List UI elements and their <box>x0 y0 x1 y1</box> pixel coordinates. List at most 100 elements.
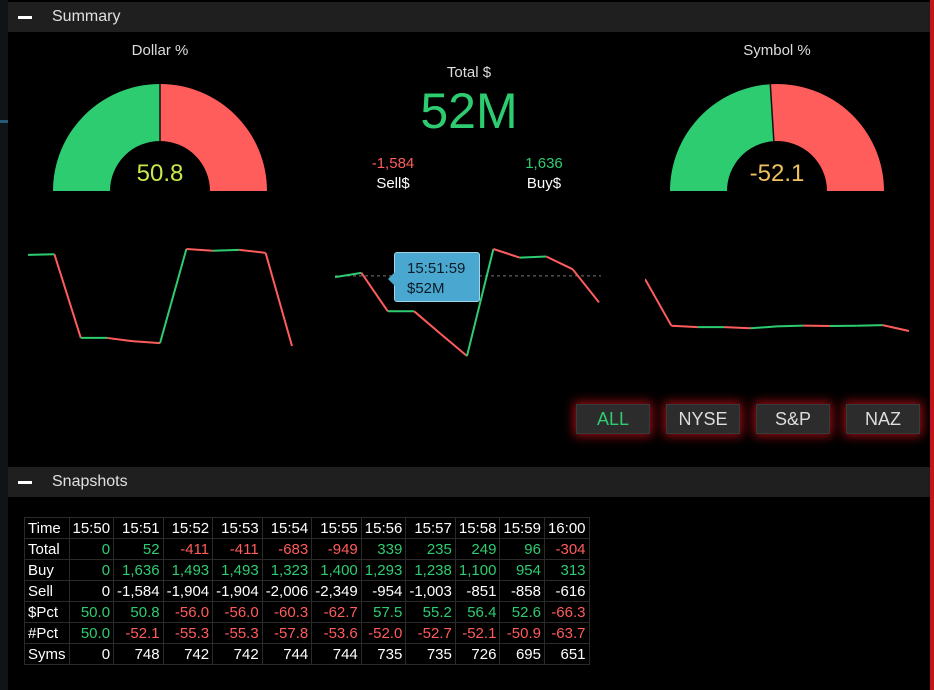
buy-label: Buy$ <box>526 175 562 192</box>
sparkline-2-segment-5 <box>776 324 804 328</box>
dollar-pct-sparkline <box>28 248 293 347</box>
sparkline-2-segment-3 <box>724 326 751 330</box>
dollar-pct-gauge-green-segment <box>53 84 160 191</box>
table-cell: 235 <box>405 538 456 560</box>
right-edge-accent <box>930 0 934 690</box>
table-row: Sell 0 -1,584 -1,904 -1,904 -2,006 -2,349 -954-… <box>24 580 590 602</box>
exchange-all-button[interactable]: ALL <box>576 404 650 434</box>
symbol-pct-gauge-needle <box>769 84 775 142</box>
edge-marker <box>0 120 8 123</box>
table-row: Total 0 52 -411 -411 -683 -949 339 235 249 96 -304 <box>24 538 590 560</box>
table-row: Buy 0 1,636 1,493 1,493 1,323 1,400 1,293 1,238 1… <box>24 559 590 581</box>
sparkline-1-segment-5 <box>466 248 495 357</box>
symbol-pct-label: Symbol % <box>743 42 811 59</box>
table-row: #Pct 50.0 -52.1 -55.3 -55.3 -57.8 -53.6 -52.0 -5… <box>24 622 590 644</box>
table-cell: 1,400 <box>311 559 362 581</box>
table-cell: -411 <box>212 538 263 560</box>
exchange-sp-button[interactable]: S&P <box>756 404 830 434</box>
sparkline-0-segment-7 <box>212 248 240 252</box>
table-cell: 1,636 <box>113 559 164 581</box>
table-cell: 55.2 <box>405 601 456 623</box>
table-cell: -1,003 <box>405 580 456 602</box>
table-cell: 1,100 <box>454 559 501 581</box>
table-cell: 1,238 <box>405 559 456 581</box>
table-cell: 748 <box>113 643 164 665</box>
table-cell: -52.1 <box>113 622 164 644</box>
sparkline-tooltip: 15:51:59 $52M <box>388 252 480 302</box>
table-cell: -55.3 <box>212 622 263 644</box>
row-label: $Pct <box>24 601 70 623</box>
table-cell: 744 <box>311 643 362 665</box>
table-cell: 52 <box>113 538 164 560</box>
dollar-pct-gauge <box>53 84 267 191</box>
row-label: #Pct <box>24 622 70 644</box>
sparkline-1-segment-3 <box>413 310 442 335</box>
table-cell: -954 <box>360 580 407 602</box>
table-cell: 56.4 <box>454 601 501 623</box>
symbol-pct-gauge <box>670 84 884 191</box>
table-cell: -949 <box>311 538 362 560</box>
table-cell: 695 <box>499 643 545 665</box>
table-cell: 744 <box>261 643 313 665</box>
table-cell: -52.7 <box>405 622 456 644</box>
exchange-nyse-button[interactable]: NYSE <box>666 404 740 434</box>
sparkline-2-segment-1 <box>671 324 698 329</box>
table-cell: 249 <box>454 538 501 560</box>
table-cell: -53.6 <box>311 622 362 644</box>
sparkline-1-segment-8 <box>545 255 574 271</box>
table-cell: -52.0 <box>360 622 407 644</box>
row-label: Total <box>24 538 70 560</box>
sparkline-0-segment-0 <box>28 253 55 256</box>
collapse-summary-icon[interactable] <box>18 15 32 19</box>
table-cell: -57.8 <box>261 622 313 644</box>
table-cell: 735 <box>360 643 407 665</box>
total-sparkline[interactable] <box>335 245 601 360</box>
table-cell: 313 <box>543 559 590 581</box>
sparkline-2-segment-0 <box>645 278 673 327</box>
sparkline-0-segment-9 <box>264 252 293 347</box>
dollar-pct-gauge-red-segment <box>160 84 267 191</box>
snapshots-title: Snapshots <box>52 473 128 490</box>
sparkline-0-segment-5 <box>159 248 188 344</box>
table-cell: 742 <box>162 643 214 665</box>
table-cell: 954 <box>499 559 545 581</box>
sparkline-0-segment-4 <box>133 340 161 345</box>
table-cell: -62.7 <box>311 601 362 623</box>
column-header: 15:52 <box>162 517 214 539</box>
sell-label: Sell$ <box>376 175 410 192</box>
table-cell: -56.0 <box>162 601 214 623</box>
left-edge <box>0 0 8 690</box>
table-cell: 1,493 <box>212 559 263 581</box>
table-cell: -2,006 <box>261 580 313 602</box>
table-cell: -411 <box>162 538 214 560</box>
table-cell: -304 <box>543 538 590 560</box>
sparkline-0-segment-1 <box>53 253 82 339</box>
column-header: 15:51 <box>113 517 164 539</box>
column-header: 15:55 <box>311 517 362 539</box>
table-cell: -63.7 <box>543 622 590 644</box>
dollar-pct-label: Dollar % <box>131 42 189 59</box>
table-cell: 1,293 <box>360 559 407 581</box>
column-header: 15:56 <box>360 517 407 539</box>
table-cell: -1,904 <box>162 580 214 602</box>
buy-value: 1,636 <box>525 155 563 172</box>
sparkline-1-segment-1 <box>360 272 389 312</box>
table-cell: -858 <box>499 580 545 602</box>
column-header: 15:58 <box>454 517 501 539</box>
column-header: 16:00 <box>543 517 590 539</box>
column-header: 15:54 <box>261 517 313 539</box>
table-cell: 0 <box>68 559 115 581</box>
table-cell: 50.0 <box>68 622 115 644</box>
column-header: 15:53 <box>212 517 263 539</box>
sparkline-2-segment-9 <box>882 324 910 332</box>
table-cell: 57.5 <box>360 601 407 623</box>
exchange-naz-button[interactable]: NAZ <box>846 404 920 434</box>
table-cell: -851 <box>454 580 501 602</box>
collapse-snapshots-icon[interactable] <box>18 480 32 484</box>
table-cell: -66.3 <box>543 601 590 623</box>
symbol-pct-value: -52.1 <box>749 160 805 187</box>
table-row: $Pct 50.0 50.8 -56.0 -56.0 -60.3 -62.7 57.5 55.2… <box>24 601 590 623</box>
tooltip-time: 15:51:59 <box>407 260 466 277</box>
symbol-pct-gauge-red-segment <box>770 84 884 191</box>
dollar-pct-value: 50.8 <box>136 160 184 187</box>
